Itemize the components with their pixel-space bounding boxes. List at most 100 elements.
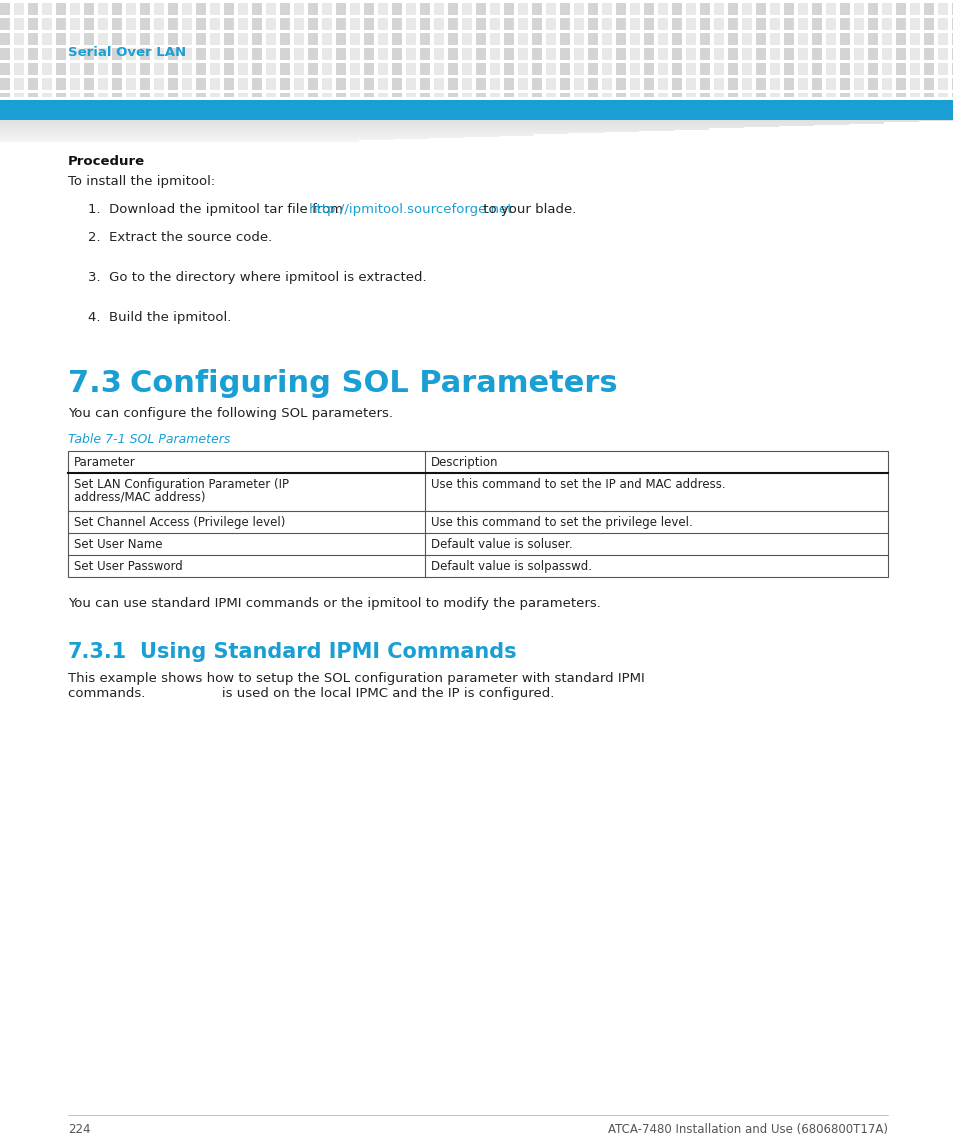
Polygon shape (0, 125, 813, 126)
Bar (825, 78, 835, 90)
Bar (98, 93, 108, 97)
Bar (559, 48, 569, 60)
Bar (853, 48, 863, 60)
Bar (224, 78, 233, 90)
Bar (951, 18, 953, 30)
Bar (923, 93, 933, 97)
Polygon shape (0, 133, 568, 134)
Polygon shape (0, 135, 498, 136)
Bar (335, 18, 346, 30)
Bar (406, 63, 416, 76)
Bar (797, 93, 807, 97)
Bar (840, 48, 849, 60)
Bar (294, 33, 304, 45)
Bar (153, 63, 164, 76)
Bar (448, 18, 457, 30)
Bar (28, 93, 38, 97)
Bar (685, 63, 696, 76)
Bar (685, 18, 696, 30)
Bar (377, 18, 388, 30)
Polygon shape (0, 141, 358, 142)
Bar (210, 63, 220, 76)
Bar (448, 3, 457, 15)
Bar (98, 33, 108, 45)
Bar (70, 33, 80, 45)
Bar (461, 93, 472, 97)
Bar (280, 63, 290, 76)
Bar (882, 3, 891, 15)
Bar (490, 48, 499, 60)
Bar (700, 93, 709, 97)
Bar (867, 33, 877, 45)
Bar (168, 63, 178, 76)
Bar (392, 48, 401, 60)
Bar (574, 48, 583, 60)
Bar (545, 33, 556, 45)
Bar (195, 18, 206, 30)
Text: 3.  Go to the directory where ipmitool is extracted.: 3. Go to the directory where ipmitool is… (88, 271, 426, 284)
Bar (140, 3, 150, 15)
Bar (671, 48, 681, 60)
Text: Default value is soluser.: Default value is soluser. (430, 538, 572, 551)
Text: Serial Over LAN: Serial Over LAN (68, 46, 186, 58)
Bar (545, 93, 556, 97)
Bar (643, 78, 654, 90)
Bar (700, 18, 709, 30)
Bar (280, 78, 290, 90)
Bar (503, 78, 514, 90)
Bar (364, 63, 374, 76)
Bar (294, 3, 304, 15)
Bar (840, 93, 849, 97)
Bar (364, 18, 374, 30)
Bar (28, 33, 38, 45)
Text: 1.  Download the ipmitool tar file from: 1. Download the ipmitool tar file from (88, 203, 347, 216)
Bar (882, 48, 891, 60)
Bar (601, 63, 612, 76)
Bar (517, 93, 527, 97)
Bar (727, 78, 738, 90)
Bar (0, 100, 953, 120)
Bar (727, 63, 738, 76)
Bar (84, 48, 94, 60)
Bar (825, 18, 835, 30)
Bar (909, 63, 919, 76)
Bar (867, 3, 877, 15)
Bar (0, 18, 10, 30)
Bar (616, 78, 625, 90)
Bar (42, 48, 52, 60)
Bar (28, 3, 38, 15)
Bar (168, 18, 178, 30)
Bar (671, 33, 681, 45)
Bar (574, 3, 583, 15)
Bar (266, 33, 275, 45)
Bar (517, 33, 527, 45)
Bar (0, 93, 10, 97)
Bar (811, 63, 821, 76)
Bar (783, 3, 793, 15)
Text: Use this command to set the IP and MAC address.: Use this command to set the IP and MAC a… (430, 477, 724, 491)
Polygon shape (0, 129, 673, 131)
Bar (335, 33, 346, 45)
Bar (168, 3, 178, 15)
Bar (517, 48, 527, 60)
Bar (210, 78, 220, 90)
Bar (237, 48, 248, 60)
Bar (308, 78, 317, 90)
Bar (224, 18, 233, 30)
Bar (840, 78, 849, 90)
Bar (182, 48, 192, 60)
Bar (56, 48, 66, 60)
Bar (769, 63, 780, 76)
Text: Using Standard IPMI Commands: Using Standard IPMI Commands (140, 642, 517, 662)
Text: Table 7-1 SOL Parameters: Table 7-1 SOL Parameters (68, 433, 230, 447)
Bar (658, 18, 667, 30)
Bar (853, 18, 863, 30)
Bar (70, 63, 80, 76)
Bar (700, 48, 709, 60)
Bar (503, 33, 514, 45)
Polygon shape (0, 121, 918, 123)
Bar (168, 33, 178, 45)
Bar (168, 93, 178, 97)
Text: http://ipmitool.sourceforge.net: http://ipmitool.sourceforge.net (308, 203, 513, 216)
Bar (574, 63, 583, 76)
